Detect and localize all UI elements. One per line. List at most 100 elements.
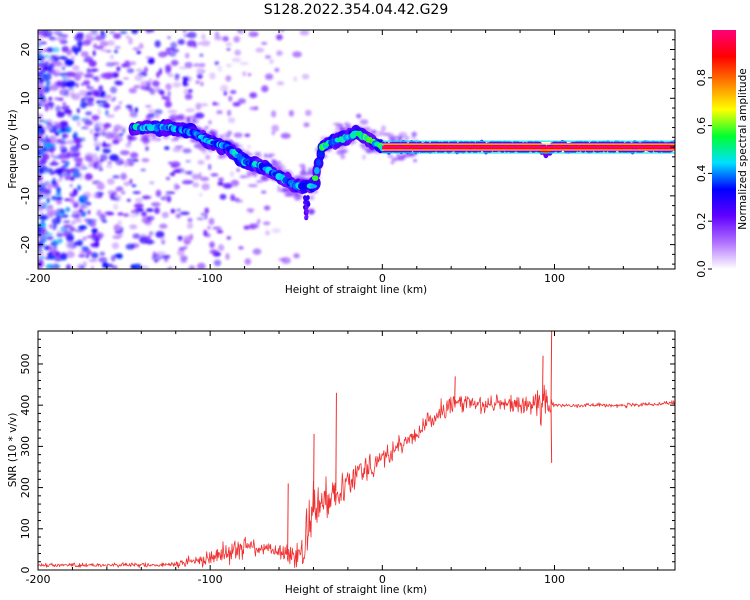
- noise-blob: [64, 126, 72, 133]
- noise-blob: [97, 108, 101, 116]
- noise-blob: [226, 236, 231, 240]
- y-tick-label: 500: [19, 353, 32, 374]
- noise-blob: [56, 169, 63, 177]
- noise-blob: [167, 196, 171, 203]
- noise-blob: [38, 246, 42, 250]
- noise-blob: [129, 61, 137, 66]
- noise-blob: [185, 83, 189, 86]
- noise-blob: [213, 259, 222, 267]
- noise-blob: [147, 58, 155, 65]
- noise-blob: [141, 158, 146, 162]
- noise-blob: [208, 217, 215, 226]
- noise-blob: [71, 55, 75, 61]
- noise-blob: [38, 191, 44, 196]
- noise-blob: [100, 100, 108, 104]
- noise-blob: [305, 109, 312, 117]
- noise-blob: [280, 132, 291, 139]
- noise-blob: [200, 40, 211, 47]
- noise-blob: [112, 96, 116, 102]
- noise-blob: [134, 107, 138, 113]
- noise-blob: [64, 109, 72, 114]
- noise-blob: [42, 188, 50, 193]
- noise-blob: [48, 84, 59, 91]
- noise-blob: [40, 223, 47, 228]
- noise-blob: [78, 90, 88, 97]
- noise-blob: [161, 239, 166, 244]
- noise-blob: [61, 172, 69, 178]
- noise-blob: [90, 265, 95, 269]
- snr-x-ticks: -200 -100 0 100: [26, 331, 659, 586]
- noise-blob: [88, 60, 97, 67]
- noise-blob: [249, 31, 255, 35]
- noise-blob: [177, 39, 185, 45]
- noise-blob: [303, 122, 310, 128]
- noise-blob: [177, 249, 185, 257]
- noise-blob: [182, 148, 192, 154]
- noise-blob: [169, 52, 177, 57]
- ridge-tail: [306, 201, 311, 207]
- noise-blob: [114, 253, 123, 258]
- noise-blob: [73, 202, 79, 209]
- noise-blob: [301, 166, 306, 173]
- noise-blob: [309, 197, 314, 201]
- noise-blob: [278, 257, 286, 262]
- noise-blob: [390, 161, 395, 165]
- noise-blob: [148, 78, 153, 84]
- colorbar-gradient: [712, 30, 736, 269]
- noise-blob: [88, 258, 98, 263]
- ridge-core: [314, 167, 320, 175]
- noise-blob: [89, 128, 94, 135]
- noise-blob: [95, 232, 104, 239]
- noise-blob: [116, 105, 121, 110]
- noise-blob: [93, 141, 103, 147]
- noise-blob: [184, 61, 193, 69]
- noise-blob: [247, 145, 251, 149]
- noise-blob: [305, 174, 310, 177]
- noise-blob: [177, 235, 184, 239]
- noise-blob: [222, 183, 233, 189]
- x-tick-label: -200: [26, 573, 51, 586]
- noise-blob: [54, 131, 60, 137]
- noise-blob: [85, 111, 93, 116]
- noise-blob: [82, 261, 87, 268]
- noise-blob: [72, 171, 82, 178]
- noise-blob: [263, 205, 271, 211]
- noise-blob: [56, 138, 62, 142]
- noise-blob: [77, 264, 82, 269]
- noise-blob: [217, 181, 224, 186]
- noise-blob: [105, 62, 115, 67]
- noise-blob: [94, 76, 100, 83]
- noise-blob: [282, 170, 290, 173]
- noise-blob: [150, 135, 158, 142]
- ridge-tail: [304, 214, 309, 220]
- noise-blob: [229, 170, 235, 178]
- noise-blob: [99, 251, 106, 256]
- noise-blob: [56, 111, 65, 118]
- noise-blob: [171, 48, 180, 53]
- noise-blob: [38, 65, 44, 69]
- noise-blob: [77, 184, 82, 191]
- noise-blob: [261, 42, 268, 45]
- noise-blob: [74, 48, 78, 56]
- noise-blob: [109, 193, 115, 199]
- noise-blob: [216, 230, 224, 234]
- noise-blob: [263, 221, 271, 226]
- noise-blob: [118, 126, 127, 131]
- noise-blob: [123, 77, 129, 80]
- noise-blob: [48, 223, 53, 229]
- noise-blob: [230, 90, 237, 94]
- y-tick-label: 0: [19, 567, 32, 574]
- noise-blob: [62, 102, 66, 105]
- noise-blob: [38, 175, 43, 181]
- spectrogram-ridge: [128, 119, 675, 221]
- noise-blob: [56, 215, 62, 223]
- noise-blob: [292, 51, 302, 58]
- noise-blob: [102, 141, 106, 148]
- noise-blob: [238, 144, 244, 148]
- noise-blob: [145, 105, 152, 108]
- noise-blob: [124, 160, 128, 168]
- noise-blob: [59, 252, 68, 259]
- noise-blob: [340, 154, 346, 160]
- noise-blob: [106, 114, 115, 118]
